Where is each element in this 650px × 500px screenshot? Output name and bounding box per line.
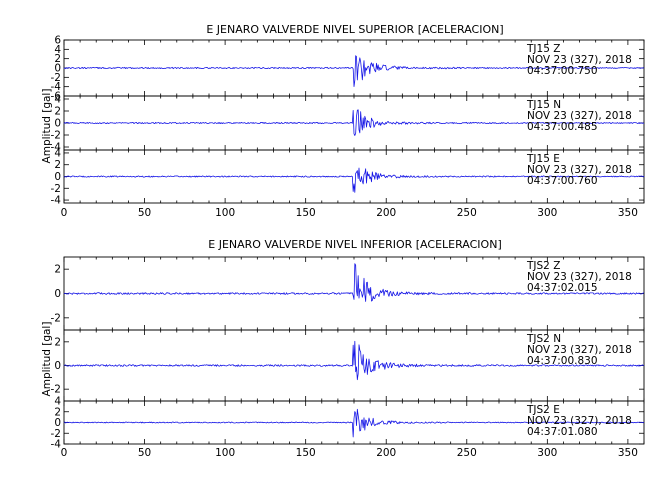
y-tick-label: 2 — [54, 336, 61, 348]
trace-line — [63, 263, 645, 302]
trace-line — [63, 340, 645, 381]
station-annotation: NOV 23 (327), 2018 — [527, 164, 632, 176]
station-annotation: TJ15 E — [526, 153, 560, 165]
station-annotation: 04:37:00.485 — [527, 121, 598, 133]
trace-line — [63, 109, 645, 136]
chart-nivel-superior: E JENARO VALVERDE NIVEL SUPERIOR [ACELER… — [41, 23, 645, 219]
y-axis-label: Amplitud [gal] — [41, 322, 53, 397]
x-tick-label: 50 — [138, 447, 151, 459]
y-axis-label: Amplitud [gal] — [41, 89, 53, 164]
chart-nivel-inferior: E JENARO VALVERDE NIVEL INFERIOR [ACELER… — [41, 238, 645, 459]
y-tick-label: 0 — [54, 417, 61, 429]
y-tick-label: 0 — [54, 360, 61, 372]
station-annotation: NOV 23 (327), 2018 — [527, 54, 632, 66]
x-tick-label: 100 — [215, 447, 235, 459]
x-tick-label: 350 — [618, 447, 638, 459]
station-annotation: NOV 23 (327), 2018 — [527, 271, 632, 283]
x-tick-label: 0 — [61, 207, 68, 219]
chart-title: E JENARO VALVERDE NIVEL SUPERIOR [ACELER… — [206, 23, 503, 36]
station-annotation: TJ15 N — [526, 99, 561, 111]
y-tick-label: 2 — [54, 106, 61, 118]
x-tick-label: 300 — [537, 447, 557, 459]
x-tick-label: 250 — [457, 447, 477, 459]
y-tick-label: 2 — [54, 53, 61, 65]
station-annotation: TJS2 Z — [526, 260, 560, 272]
y-tick-label: -2 — [51, 384, 61, 396]
station-annotation: TJS2 N — [526, 333, 561, 345]
station-annotation: 04:37:00.750 — [527, 65, 598, 77]
x-tick-label: 250 — [457, 207, 477, 219]
y-tick-label: -4 — [51, 81, 62, 93]
y-tick-label: -2 — [51, 183, 61, 195]
y-tick-label: 4 — [54, 147, 61, 159]
x-tick-label: 200 — [376, 207, 396, 219]
x-tick-label: 200 — [376, 447, 396, 459]
station-annotation: NOV 23 (327), 2018 — [527, 110, 632, 122]
station-annotation: TJS2 E — [526, 404, 560, 416]
station-annotation: TJ15 Z — [526, 43, 560, 55]
y-tick-label: 4 — [54, 94, 61, 106]
y-tick-label: -6 — [51, 91, 62, 103]
y-tick-label: -4 — [51, 142, 62, 154]
station-annotation: 04:37:02.015 — [527, 282, 598, 294]
x-tick-label: 300 — [537, 207, 557, 219]
y-tick-label: -2 — [51, 130, 61, 142]
station-annotation: NOV 23 (327), 2018 — [527, 344, 632, 356]
trace-line — [63, 55, 645, 87]
station-annotation: 04:37:00.760 — [527, 175, 598, 187]
y-tick-label: -2 — [51, 72, 61, 84]
y-tick-label: 0 — [54, 288, 61, 300]
x-tick-label: 150 — [296, 447, 316, 459]
station-annotation: 04:37:00.830 — [527, 355, 598, 367]
y-tick-label: 4 — [54, 396, 61, 408]
chart-title: E JENARO VALVERDE NIVEL INFERIOR [ACELER… — [208, 238, 501, 251]
x-tick-label: 0 — [61, 447, 68, 459]
station-annotation: 04:37:01.080 — [527, 426, 598, 438]
y-tick-label: 2 — [54, 406, 61, 418]
y-tick-label: 6 — [54, 35, 61, 47]
y-tick-label: 0 — [54, 63, 61, 75]
y-tick-label: 2 — [54, 159, 61, 171]
x-tick-label: 350 — [618, 207, 638, 219]
trace-line — [63, 408, 645, 438]
y-tick-label: 2 — [54, 264, 61, 276]
x-tick-label: 150 — [296, 207, 316, 219]
y-tick-label: 0 — [54, 118, 61, 130]
y-tick-label: 0 — [54, 171, 61, 183]
y-tick-label: 4 — [54, 44, 61, 56]
y-tick-label: -4 — [51, 439, 62, 451]
y-tick-label: -4 — [51, 195, 62, 207]
x-tick-label: 100 — [215, 207, 235, 219]
trace-line — [63, 167, 645, 193]
y-tick-label: -2 — [51, 428, 61, 440]
y-tick-label: -2 — [51, 312, 61, 324]
x-tick-label: 50 — [138, 207, 151, 219]
station-annotation: NOV 23 (327), 2018 — [527, 415, 632, 427]
